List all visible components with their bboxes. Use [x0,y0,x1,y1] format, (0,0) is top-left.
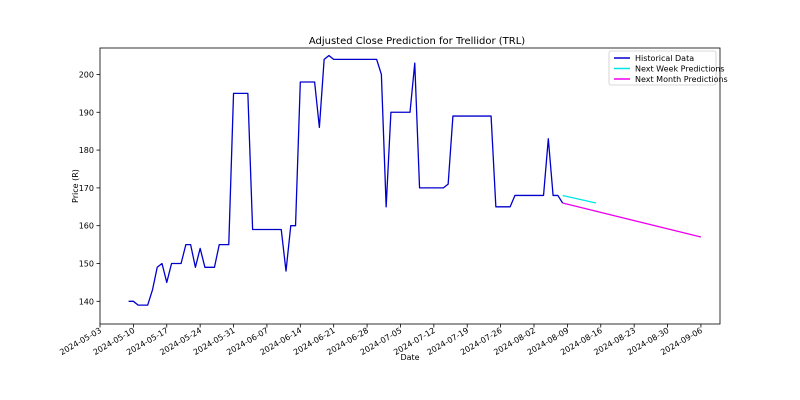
legend-label-0: Historical Data [635,54,694,63]
legend-label-2: Next Month Predictions [635,75,728,84]
y-tick-label: 180 [79,146,94,155]
legend-label-1: Next Week Predictions [635,65,725,74]
x-axis-label: Date [400,353,419,362]
series-line-1 [562,194,597,204]
series-line-0 [128,54,564,306]
chart-title: Adjusted Close Prediction for Trellidor … [309,36,525,47]
y-tick-label: 170 [79,184,94,193]
y-tick-label: 160 [79,222,94,231]
legend-box [608,50,717,86]
plot-frame [99,47,721,325]
y-tick-label: 140 [79,297,94,306]
y-axis-label: Price (R) [71,169,80,203]
y-tick-label: 190 [79,108,94,117]
plot-area [128,54,702,306]
y-tick-label: 200 [79,70,94,79]
series-line-2 [562,202,702,238]
y-axis: 140 150 160 170 180 190 200 [79,70,100,306]
legend: Historical Data Next Week PredictionsNext… [608,50,728,86]
y-tick-label: 150 [79,260,94,269]
x-axis: 2024-05-032024-05-102024-05-172024-05-24… [58,324,704,357]
